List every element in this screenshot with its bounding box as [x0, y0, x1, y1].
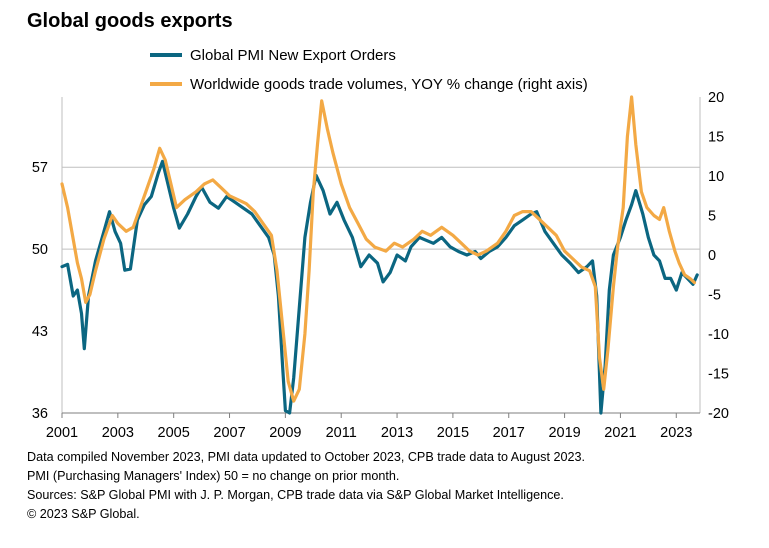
x-tick-label: 2007	[213, 425, 245, 441]
legend-item-pmi: Global PMI New Export Orders	[150, 44, 396, 66]
x-tick-label: 2021	[604, 425, 636, 441]
legend-swatch-pmi	[150, 53, 182, 57]
y-left-tick-label: 36	[32, 406, 48, 422]
x-tick-label: 2011	[326, 425, 357, 441]
y-left-tick-label: 50	[32, 242, 48, 258]
y-right-tick-label: 0	[708, 248, 716, 264]
x-tick-label: 2005	[158, 425, 190, 441]
y-right-tick-label: -20	[708, 406, 729, 422]
y-left-tick-label: 43	[32, 324, 48, 340]
chart-title: Global goods exports	[27, 10, 233, 32]
y-right-tick-label: 15	[708, 130, 724, 146]
note-copyright: © 2023 S&P Global.	[27, 507, 140, 521]
x-tick-label: 2013	[381, 425, 413, 441]
x-tick-label: 2003	[102, 425, 134, 441]
x-tick-label: 2017	[493, 425, 525, 441]
legend-swatch-trade	[150, 82, 182, 86]
note-compiled: Data compiled November 2023, PMI data up…	[27, 450, 585, 464]
y-right-tick-label: -5	[708, 288, 721, 304]
legend-label-trade: Worldwide goods trade volumes, YOY % cha…	[190, 75, 588, 93]
y-right-tick-label: 20	[708, 90, 724, 106]
chart-notes: Data compiled November 2023, PMI data up…	[27, 448, 585, 524]
y-right-tick-label: -15	[708, 367, 729, 383]
x-tick-label: 2015	[437, 425, 469, 441]
x-tick-label: 2023	[660, 425, 692, 441]
legend-item-trade: Worldwide goods trade volumes, YOY % cha…	[150, 73, 588, 95]
note-sources: Sources: S&P Global PMI with J. P. Morga…	[27, 488, 564, 502]
legend-label-pmi: Global PMI New Export Orders	[190, 46, 396, 64]
y-right-tick-label: -10	[708, 327, 729, 343]
note-pmi-definition: PMI (Purchasing Managers' Index) 50 = no…	[27, 469, 400, 483]
x-tick-label: 2019	[548, 425, 580, 441]
x-tick-label: 2001	[46, 425, 78, 441]
series-line-trade	[60, 95, 697, 403]
y-left-tick-label: 57	[32, 160, 48, 176]
series-line-pmi	[60, 159, 699, 415]
y-right-tick-label: 5	[708, 209, 716, 225]
x-tick-label: 2009	[269, 425, 301, 441]
y-right-tick-label: 10	[708, 169, 724, 185]
